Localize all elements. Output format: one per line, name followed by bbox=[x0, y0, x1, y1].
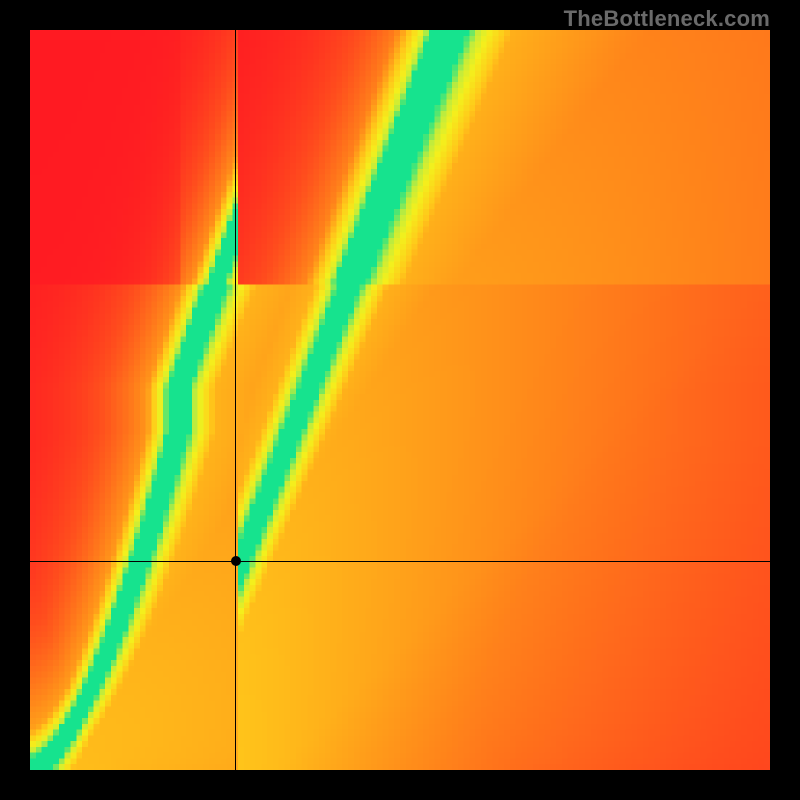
plot-area bbox=[30, 30, 770, 770]
chart-container: TheBottleneck.com bbox=[0, 0, 800, 800]
heatmap-canvas bbox=[30, 30, 770, 770]
crosshair-vertical bbox=[235, 30, 236, 770]
marker-dot bbox=[231, 556, 241, 566]
watermark-text: TheBottleneck.com bbox=[564, 6, 770, 32]
crosshair-horizontal bbox=[30, 561, 770, 562]
